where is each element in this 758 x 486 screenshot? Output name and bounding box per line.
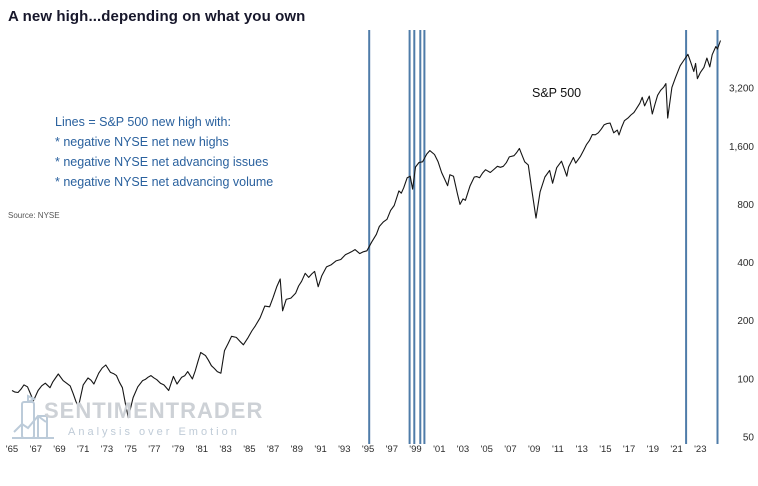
x-tick-label: '07: [504, 444, 516, 455]
y-tick-label: 1,600: [729, 142, 754, 153]
x-tick-label: '05: [481, 444, 493, 455]
annotation-block: Lines = S&P 500 new high with: * negativ…: [55, 112, 273, 192]
x-tick-label: '91: [314, 444, 326, 455]
x-tick-label: '23: [694, 444, 706, 455]
x-tick-label: '65: [6, 444, 18, 455]
x-tick-label: '01: [433, 444, 445, 455]
y-tick-label: 400: [737, 258, 754, 269]
y-tick-label: 3,200: [729, 84, 754, 95]
x-tick-label: '95: [362, 444, 374, 455]
annotation-line: * negative NYSE net new highs: [55, 135, 229, 149]
x-tick-label: '21: [670, 444, 682, 455]
annotation-line: Lines = S&P 500 new high with:: [55, 115, 231, 129]
x-tick-label: '73: [101, 444, 113, 455]
x-tick-label: '71: [77, 444, 89, 455]
x-tick-label: '69: [53, 444, 65, 455]
x-tick-label: '77: [148, 444, 160, 455]
price-line: [11, 40, 722, 419]
x-tick-label: '15: [599, 444, 611, 455]
y-tick-label: 50: [743, 433, 755, 444]
x-tick-label: '67: [30, 444, 42, 455]
x-tick-label: '83: [219, 444, 231, 455]
x-tick-label: '89: [291, 444, 303, 455]
x-tick-label: '03: [457, 444, 469, 455]
x-tick-label: '87: [267, 444, 279, 455]
x-tick-label: '17: [623, 444, 635, 455]
x-tick-label: '81: [196, 444, 208, 455]
series-label: S&P 500: [532, 86, 582, 100]
y-tick-label: 100: [737, 374, 754, 385]
y-tick-label: 800: [737, 200, 754, 211]
x-tick-label: '75: [125, 444, 137, 455]
x-tick-label: '97: [386, 444, 398, 455]
x-tick-label: '85: [243, 444, 255, 455]
x-tick-label: '79: [172, 444, 184, 455]
x-tick-label: '99: [409, 444, 421, 455]
x-tick-label: '19: [647, 444, 659, 455]
annotation-line: * negative NYSE net advancing issues: [55, 155, 269, 169]
x-tick-label: '09: [528, 444, 540, 455]
chart-title: A new high...depending on what you own: [8, 8, 306, 25]
x-tick-label: '11: [552, 444, 564, 455]
y-tick-label: 200: [737, 316, 754, 327]
source-note: Source: NYSE: [8, 211, 60, 220]
annotation-line: * negative NYSE net advancing volume: [55, 175, 274, 189]
x-tick-label: '13: [576, 444, 588, 455]
x-tick-label: '93: [338, 444, 350, 455]
